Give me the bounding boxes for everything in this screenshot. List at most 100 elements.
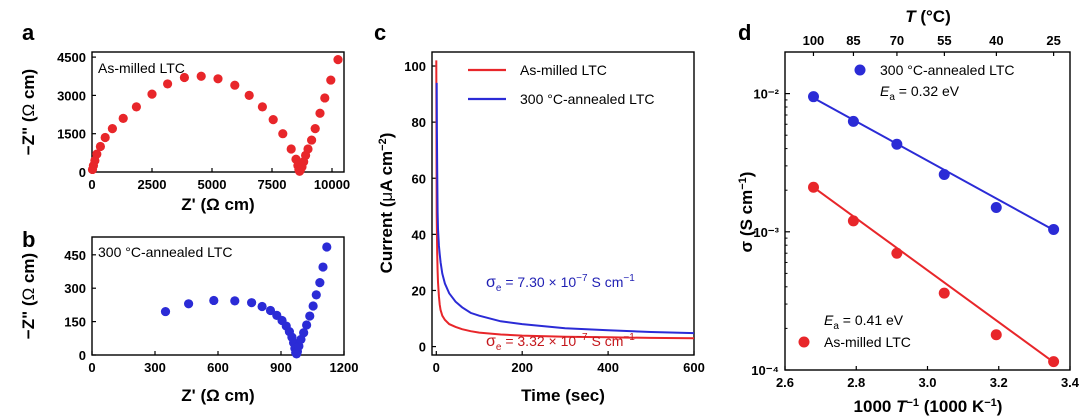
panel-b-xtick-label: 900 (270, 360, 292, 375)
panel-c-sigma-blue-unit: S cm (588, 274, 624, 290)
panel-c-sigma-red-unit-exp: −1 (623, 332, 635, 343)
panel-c-sigma-blue-exp: −7 (576, 273, 588, 284)
panel-b-xtick-label: 0 (88, 360, 95, 375)
panel-d-top-tick-label: 25 (1046, 33, 1060, 48)
panel-d-top-tick-label: 40 (989, 33, 1003, 48)
panel-d-xlabel-T: T (896, 397, 908, 416)
panel-a-point (257, 102, 267, 112)
panel-d-top-T: T (905, 7, 917, 26)
panel-c-xtick-label: 400 (597, 360, 619, 375)
panel-c-sigma-red-sym: σ (486, 333, 496, 350)
panel-b-point (184, 299, 194, 309)
panel-b-point (160, 306, 171, 317)
panel-c-sigma-blue-val: = 7.30 × 10 (501, 274, 576, 290)
panel-d-ea-blue: Ea = 0.32 eV (880, 83, 960, 103)
panel-c-xtick-label: 0 (433, 360, 440, 375)
panel-c-ylabel-mu: μ (377, 192, 396, 202)
panel-a-ytick-label: 1500 (57, 127, 86, 142)
panel-d-ea-red-val: = 0.41 eV (839, 312, 904, 328)
panel-c-lines (435, 60, 695, 340)
panel-a-xtick-label: 0 (88, 177, 95, 192)
panel-a-ticks: 0 2500 5000 7500 10000 0 1500 3000 4500 (57, 50, 350, 192)
panel-d-ylabel-exp: −1 (737, 177, 749, 190)
panel-c: 0 200 400 600 0 20 40 60 80 100 As-milled LTC 300… (377, 51, 705, 405)
panel-b-point (257, 301, 267, 312)
panel-b-point (299, 328, 309, 338)
panel-a-xtick-label: 7500 (258, 177, 287, 192)
panel-d-legend-blue: 300 °C-annealed LTC (880, 62, 1015, 78)
panel-d-xlabel-pre: 1000 (854, 397, 897, 416)
panel-a-point (244, 90, 254, 101)
panel-b-point (311, 290, 321, 300)
panel-a-point (307, 135, 317, 145)
panel-d-point (990, 329, 1002, 341)
panel-d-ea-red-sub: a (833, 321, 839, 332)
panel-a-point (196, 71, 206, 81)
panel-b-legend: 300 °C-annealed LTC (98, 244, 233, 260)
panel-a-ylabel-omega: Ω (19, 104, 38, 117)
panel-c-sigma-red-val: = 3.32 × 10 (501, 333, 576, 349)
panel-d-xtick-label: 2.6 (776, 375, 794, 390)
panel-c-ytick-label: 100 (404, 59, 426, 74)
panel-c-xlabel: Time (sec) (521, 386, 605, 405)
panel-c-sigma-red-unit: S cm (588, 333, 624, 349)
panel-d-point (847, 215, 859, 227)
panel-a-point (286, 144, 296, 154)
panel-d-top-unit: (°C) (916, 7, 951, 26)
panel-d-point (990, 201, 1002, 213)
panel-d-point (1048, 223, 1060, 235)
panel-d-xlabel-post: (1000 K (919, 397, 985, 416)
panel-b-point (265, 305, 276, 316)
panel-c-ticks: 0 200 400 600 0 20 40 60 80 100 (404, 59, 705, 375)
panel-c-ytick-label: 0 (419, 340, 426, 355)
panel-c-ytick-label: 40 (412, 227, 426, 242)
panel-b-ytick-label: 300 (64, 281, 86, 296)
panel-a-point (213, 74, 223, 84)
panel-b-point (322, 242, 332, 252)
panel-d-ea-blue-sub: a (889, 92, 895, 103)
panel-b-ylabel-omega: Ω (19, 288, 38, 301)
panel-a-point (310, 123, 320, 134)
panel-d-top-label: T (°C) (905, 7, 951, 26)
panel-b: 0 300 600 900 1200 0 150 300 450 300 °C-annealed… (19, 236, 358, 405)
panel-a-xtick-label: 10000 (314, 177, 350, 192)
panel-a-point (333, 55, 343, 65)
panel-c-sigma-red-sub: e (496, 342, 502, 353)
panel-b-point (302, 320, 312, 330)
panel-c-xtick-label: 200 (511, 360, 533, 375)
panel-d-ea-red: Ea = 0.41 eV (824, 312, 904, 332)
panel-a-point (95, 141, 105, 152)
panel-b-points (160, 242, 332, 359)
panel-d-legend-red: As-milled LTC (824, 334, 911, 350)
panel-d-ytick-label: 10⁻² (753, 87, 779, 102)
panel-d-point (891, 138, 903, 150)
panel-d-ylabel-pre: σ (S cm (737, 190, 756, 253)
panel-c-ytick-label: 80 (412, 115, 426, 130)
panel-b-ytick-label: 450 (64, 248, 86, 263)
panel-a-ylabel-post: cm) (19, 69, 38, 104)
panel-c-xtick-label: 600 (683, 360, 705, 375)
panel-a-point (147, 89, 157, 99)
panel-d-point (808, 181, 819, 193)
panel-label-a: a (22, 20, 35, 45)
panel-d-ylabel: σ (S cm−1) (737, 172, 756, 253)
panel-d-ticks: 2.6 2.8 3.0 3.2 3.4 10⁻⁴ 10⁻³ 10⁻² 100 85 70 55 40 25 (751, 33, 1080, 390)
panel-c-ylabel-end: ) (377, 133, 396, 139)
panel-a-point (92, 149, 102, 159)
panel-d-point (938, 287, 950, 299)
panel-a-ytick-label: 0 (79, 165, 86, 180)
panel-d-legend-red-marker (798, 336, 810, 348)
panel-a-point (179, 72, 189, 83)
panel-d-xlabel: 1000 T−1 (1000 K−1) (854, 397, 1003, 416)
panel-b-ylabel-pre: −Z" ( (19, 300, 38, 339)
panel-c-ytick-label: 60 (412, 171, 426, 186)
panel-d-ea-red-E: E (824, 312, 834, 328)
panel-a-point (315, 108, 325, 118)
panel-d-point (891, 247, 903, 259)
panel-a-points (87, 55, 343, 176)
panel-a-ytick-label: 3000 (57, 88, 86, 103)
panel-b-ylabel-post: cm) (19, 253, 38, 288)
panel-d-xlabel-exp2: −1 (984, 397, 997, 409)
panel-c-series-red (435, 60, 695, 340)
